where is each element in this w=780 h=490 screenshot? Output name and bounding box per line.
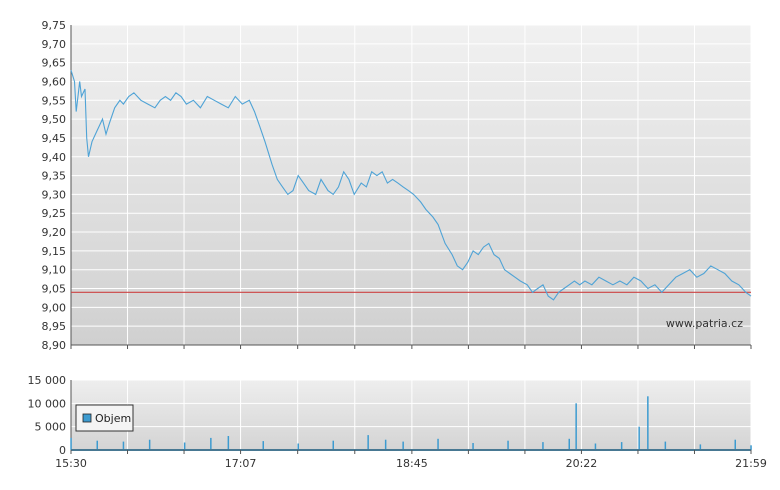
- volume-bar: [507, 440, 509, 450]
- price-y-tick-label: 9,25: [42, 207, 67, 220]
- volume-bar: [647, 396, 649, 450]
- legend-swatch: [82, 413, 92, 423]
- price-y-tick-label: 9,55: [42, 94, 67, 107]
- price-panel: 9,75 9,70 9,65 9,60 9,55 9,50 9,45 9,40 9,35 9,30…: [42, 19, 752, 352]
- price-y-tick-label: 9,35: [42, 170, 67, 183]
- x-tick-label: 21:59: [735, 457, 767, 470]
- volume-bar: [227, 436, 230, 450]
- volume-panel: 15 000 10 000 5 000 0 15:30 17:07 18:45 20:22 2…: [28, 374, 767, 470]
- volume-x-axis: 15:30 17:07 18:45 20:22 21:59: [55, 449, 767, 470]
- volume-bar: [664, 441, 667, 450]
- volume-bar: [750, 445, 752, 450]
- volume-bar: [575, 403, 577, 450]
- volume-bar: [70, 437, 72, 450]
- volume-bar: [297, 443, 299, 450]
- volume-bar: [594, 443, 597, 450]
- x-tick-label: 20:22: [566, 457, 598, 470]
- volume-bar: [148, 439, 151, 450]
- price-y-tick-label: 9,30: [42, 188, 67, 201]
- volume-bar: [402, 441, 404, 450]
- volume-bar: [122, 441, 125, 450]
- price-y-tick-label: 8,95: [42, 320, 67, 333]
- volume-bar: [96, 440, 98, 450]
- volume-y-tick-label: 10 000: [28, 397, 67, 410]
- legend-label: Objem: [95, 412, 131, 425]
- x-tick-label: 15:30: [55, 457, 87, 470]
- price-y-tick-label: 8,90: [42, 339, 67, 352]
- price-y-tick-label: 9,60: [42, 75, 67, 88]
- price-y-tick-label: 9,40: [42, 151, 67, 164]
- x-tick-label: 17:07: [225, 457, 257, 470]
- volume-bar: [183, 442, 186, 450]
- price-y-tick-label: 9,20: [42, 226, 67, 239]
- volume-y-tick-label: 5 000: [35, 421, 67, 434]
- price-y-tick-label: 9,45: [42, 132, 67, 145]
- price-series-line: [70, 70, 752, 301]
- price-y-tick-label: 9,05: [42, 283, 67, 296]
- volume-bar: [367, 435, 369, 450]
- price-y-axis: 9,75 9,70 9,65 9,60 9,55 9,50 9,45 9,40 9,35 9,30…: [42, 19, 72, 352]
- price-x-axis-ticks: [70, 344, 752, 349]
- volume-bar: [210, 437, 212, 450]
- volume-plot-background: [71, 380, 751, 450]
- volume-bar: [620, 442, 623, 450]
- volume-bar: [568, 438, 570, 450]
- volume-bar: [437, 438, 439, 450]
- price-y-tick-label: 9,10: [42, 264, 67, 277]
- volume-y-axis: 15 000 10 000 5 000 0: [28, 374, 72, 457]
- price-y-tick-label: 9,75: [42, 19, 67, 32]
- volume-bar: [332, 440, 334, 450]
- volume-bar: [384, 439, 387, 450]
- volume-bar: [638, 426, 640, 450]
- x-tick-label: 18:45: [396, 457, 428, 470]
- price-y-tick-label: 9,15: [42, 245, 67, 258]
- volume-bar: [542, 442, 544, 450]
- volume-bar: [472, 443, 474, 450]
- volume-bar: [262, 441, 264, 450]
- price-y-tick-label: 9,50: [42, 113, 67, 126]
- volume-y-tick-label: 15 000: [28, 374, 67, 387]
- price-plot-background: [71, 25, 751, 345]
- watermark-text: www.patria.cz: [666, 317, 743, 330]
- price-y-tick-label: 9,70: [42, 38, 67, 51]
- price-y-tick-label: 9,00: [42, 301, 67, 314]
- volume-y-tick-label: 0: [59, 444, 66, 457]
- volume-bar: [699, 444, 702, 450]
- volume-bar: [734, 439, 736, 450]
- volume-legend: Objem: [75, 404, 134, 432]
- price-y-tick-label: 9,65: [42, 57, 67, 70]
